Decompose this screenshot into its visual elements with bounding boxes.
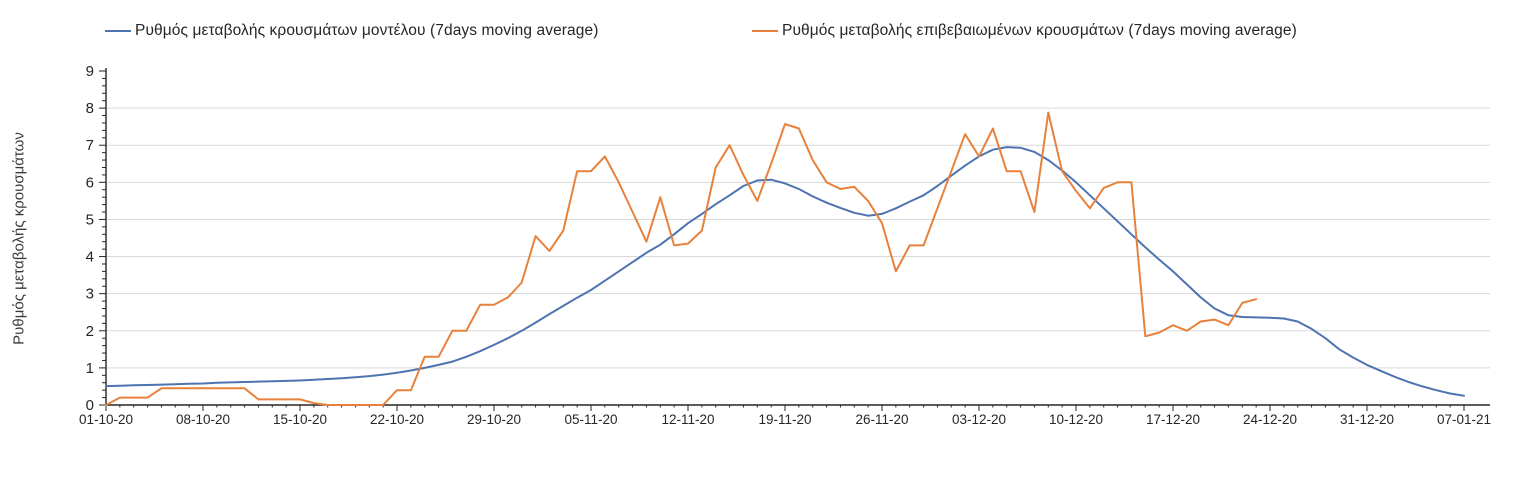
x-tick-label-15-10-20: 15-10-20 bbox=[273, 412, 327, 427]
legend-label-model: Ρυθμός μεταβολής κρουσμάτων μοντέλου (7d… bbox=[135, 22, 599, 39]
x-tick-label-29-10-20: 29-10-20 bbox=[467, 412, 521, 427]
legend-line-marker-orange bbox=[752, 30, 778, 32]
x-tick-label-24-12-20: 24-12-20 bbox=[1243, 412, 1297, 427]
y-tick-label-5: 5 bbox=[86, 211, 94, 228]
x-tick-label-07-01-21: 07-01-21 bbox=[1437, 412, 1491, 427]
legend-item-model[interactable]: Ρυθμός μεταβολής κρουσμάτων μοντέλου (7d… bbox=[105, 22, 598, 40]
series-line-confirmed bbox=[105, 111, 1258, 406]
chart-legend: Ρυθμός μεταβολής κρουσμάτων μοντέλου (7d… bbox=[0, 0, 1513, 48]
x-tick-label-26-11-20: 26-11-20 bbox=[855, 412, 908, 427]
series-line-model bbox=[105, 146, 1465, 397]
x-tick-label-05-11-20: 05-11-20 bbox=[564, 412, 617, 427]
legend-item-confirmed[interactable]: Ρυθμός μεταβολής επιβεβαιωμένων κρουσμάτ… bbox=[752, 22, 1297, 40]
x-tick-label-17-12-20: 17-12-20 bbox=[1146, 412, 1200, 427]
x-tick-label-31-12-20: 31-12-20 bbox=[1340, 412, 1394, 427]
x-tick-label-01-10-20: 01-10-20 bbox=[79, 412, 133, 427]
y-tick-label-6: 6 bbox=[86, 174, 94, 191]
x-tick-label-10-12-20: 10-12-20 bbox=[1049, 412, 1103, 427]
x-tick-label-22-10-20: 22-10-20 bbox=[370, 412, 424, 427]
y-tick-label-2: 2 bbox=[86, 323, 94, 340]
legend-line-marker-blue bbox=[105, 30, 131, 32]
legend-label-confirmed: Ρυθμός μεταβολής επιβεβαιωμένων κρουσμάτ… bbox=[782, 22, 1297, 39]
x-tick-label-12-11-20: 12-11-20 bbox=[661, 412, 714, 427]
x-tick-label-19-11-20: 19-11-20 bbox=[758, 412, 811, 427]
y-tick-label-7: 7 bbox=[86, 137, 94, 154]
y-tick-label-9: 9 bbox=[86, 63, 94, 80]
y-tick-label-1: 1 bbox=[86, 360, 94, 377]
y-tick-label-3: 3 bbox=[86, 286, 94, 303]
y-axis-title: Ρυθμός μεταβολής κρουσμάτων bbox=[10, 132, 28, 345]
y-tick-label-0: 0 bbox=[86, 397, 94, 414]
x-tick-label-08-10-20: 08-10-20 bbox=[176, 412, 230, 427]
x-tick-label-03-12-20: 03-12-20 bbox=[952, 412, 1006, 427]
y-tick-label-4: 4 bbox=[86, 249, 94, 266]
y-tick-label-8: 8 bbox=[86, 100, 94, 117]
